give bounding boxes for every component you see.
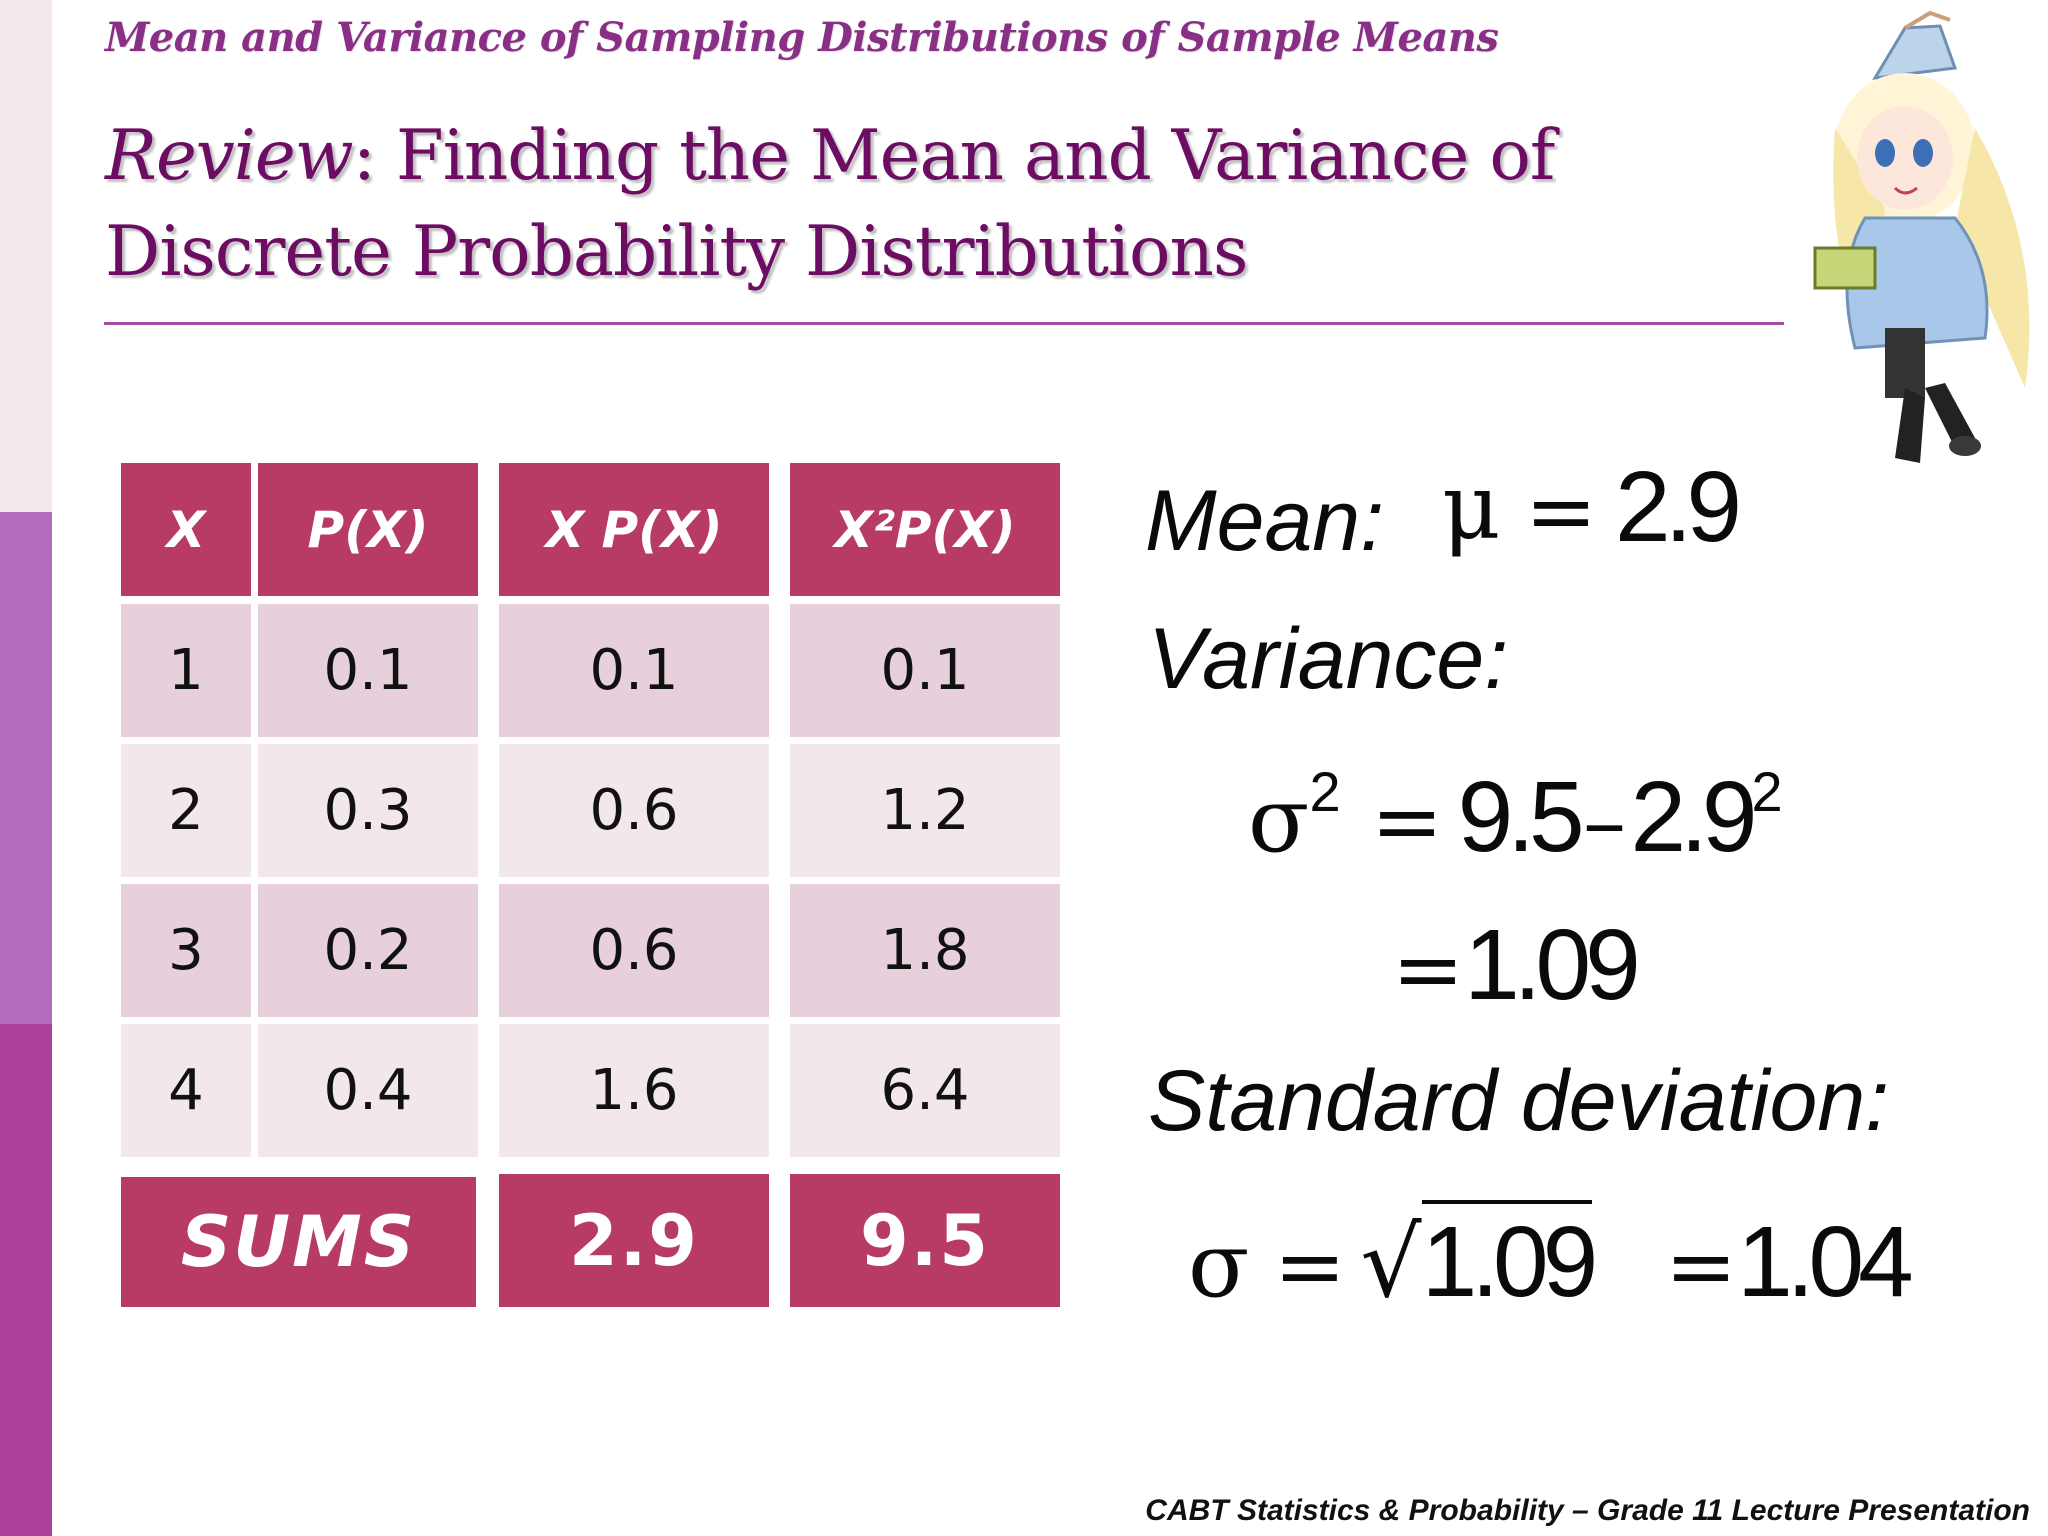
table-sums-label: SUMS (121, 1177, 476, 1307)
variance-equals: = (1371, 772, 1444, 872)
slide-subtitle: Mean and Variance of Sampling Distributi… (105, 14, 1499, 61)
sigma-exponent: 2 (1309, 760, 1341, 823)
sd-result-equals: = (1665, 1217, 1738, 1317)
variance-label: Variance: (1148, 611, 1509, 707)
sigma-symbol: σ (1248, 768, 1310, 873)
table-cell: 1.2 (790, 744, 1060, 877)
variance-minus: – (1583, 772, 1627, 872)
variance-term-a: 9.5 (1457, 761, 1585, 873)
table-sum-x2px: 9.5 (790, 1174, 1060, 1307)
table-cell: 1 (121, 604, 251, 737)
mascot-figure (1813, 10, 2030, 463)
variance-formula: σ2 = 9.5 – 2.92 (1248, 760, 1783, 875)
table-header-cell: P(X) (258, 463, 478, 596)
sd-label: Standard deviation: (1148, 1053, 1890, 1149)
accent-strip-top (0, 0, 52, 512)
footer-text: CABT Statistics & Probability – Grade 11… (1145, 1494, 2030, 1527)
table-header-cell: X P(X) (499, 463, 769, 596)
table-cell: 6.4 (790, 1024, 1060, 1157)
variance-term-b: 2.9 (1630, 761, 1757, 873)
accent-strip-middle (0, 512, 52, 1024)
sd-radicand: 1.09 (1421, 1200, 1598, 1318)
variance-result: =1.09 (1392, 908, 1641, 1023)
table-cell: 4 (121, 1024, 251, 1157)
table-cell: 0.3 (258, 744, 478, 877)
table-cell: 0.6 (499, 744, 769, 877)
table-cell: 1.6 (499, 1024, 769, 1157)
sqrt-symbol: √ (1360, 1207, 1422, 1319)
table-cell: 2 (121, 744, 251, 877)
title-rest: : Finding the Mean and Variance of Discr… (105, 116, 1555, 292)
table-cell: 3 (121, 884, 251, 1017)
table-cell: 0.1 (790, 604, 1060, 737)
table-cell: 0.2 (258, 884, 478, 1017)
table-cell: 0.1 (499, 604, 769, 737)
slide-title: Review: Finding the Mean and Variance of… (105, 108, 1785, 300)
title-italic: Review (105, 116, 354, 196)
mean-value: 2.9 (1615, 451, 1742, 563)
table-cell: 0.6 (499, 884, 769, 1017)
table-sum-xpx: 2.9 (499, 1174, 769, 1307)
table-cell: 1.8 (790, 884, 1060, 1017)
sd-equals: = (1273, 1217, 1346, 1317)
accent-strip-bottom (0, 1024, 52, 1536)
variance-result-value: 1.09 (1464, 909, 1641, 1021)
table-cell: 0.1 (258, 604, 478, 737)
sd-formula: σ = √1.09 (1188, 1200, 1598, 1320)
table-cell: 0.4 (258, 1024, 478, 1157)
sd-result-value: 1.04 (1737, 1206, 1914, 1318)
table-header-cell: X²P(X) (790, 463, 1060, 596)
variance-result-equals: = (1392, 920, 1465, 1020)
variance-exponent: 2 (1751, 760, 1783, 823)
mascot-illustration (1813, 10, 2030, 463)
sd-result: =1.04 (1665, 1205, 1914, 1320)
mu-symbol: μ (1442, 455, 1501, 560)
sd-sigma-symbol: σ (1188, 1213, 1250, 1318)
mean-equals: = (1525, 462, 1598, 562)
table-header-cell: X (121, 463, 251, 596)
mean-label: Mean: (1145, 473, 1385, 569)
title-divider (104, 322, 1784, 325)
